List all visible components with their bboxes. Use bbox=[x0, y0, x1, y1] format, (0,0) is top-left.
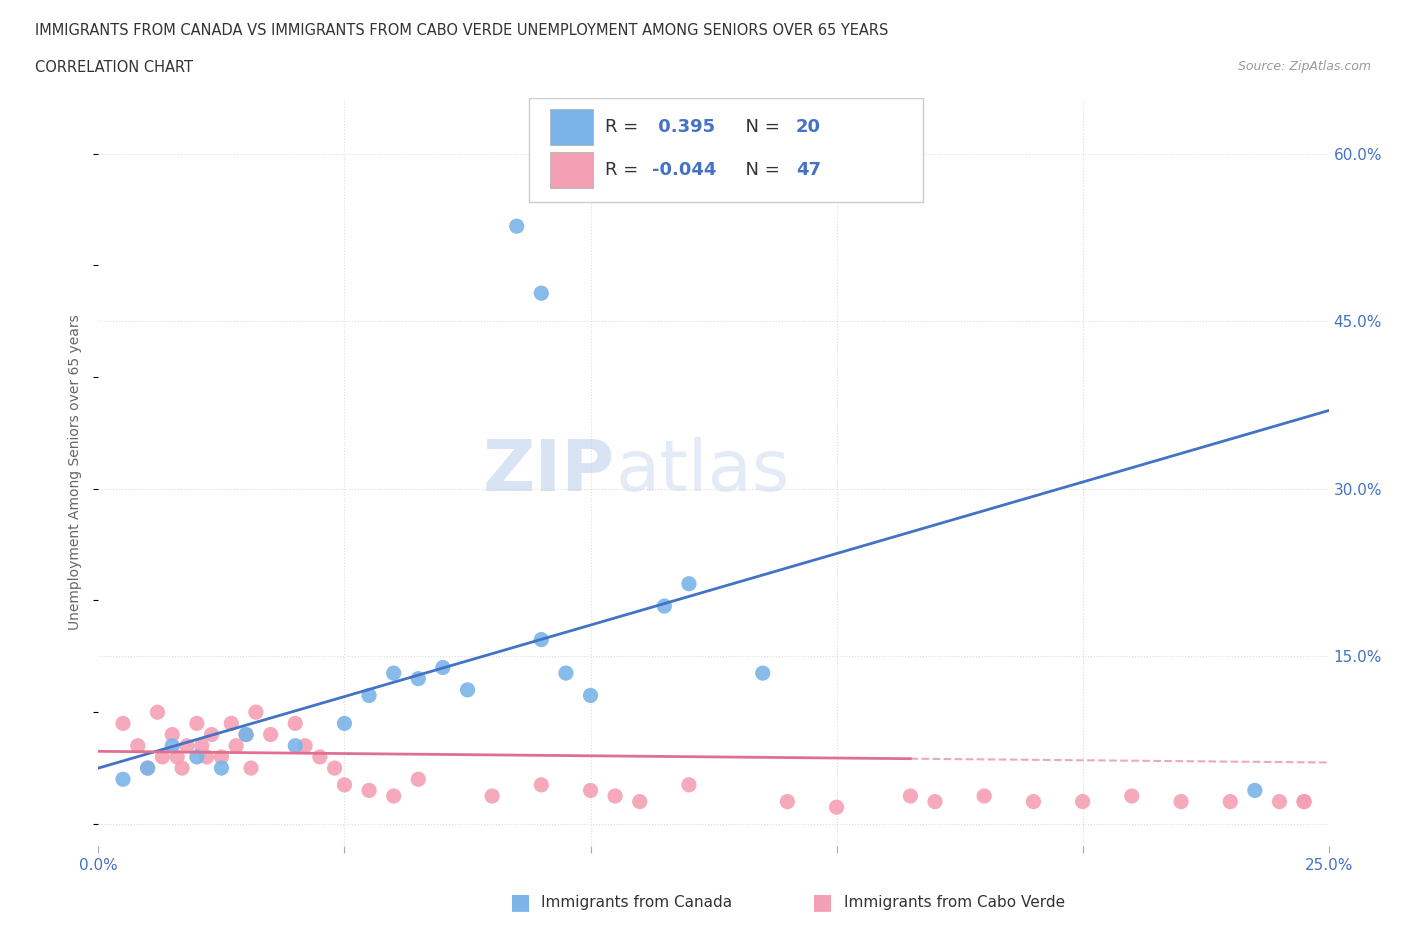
Point bbox=[136, 761, 159, 776]
Point bbox=[382, 666, 405, 681]
Point bbox=[309, 750, 332, 764]
Point bbox=[1219, 794, 1241, 809]
Point bbox=[221, 716, 243, 731]
Point bbox=[924, 794, 946, 809]
Point bbox=[235, 727, 257, 742]
Text: 0.395: 0.395 bbox=[652, 118, 716, 136]
Point bbox=[1294, 794, 1316, 809]
Point bbox=[176, 738, 198, 753]
Point bbox=[359, 783, 381, 798]
Point bbox=[654, 599, 676, 614]
Point bbox=[408, 772, 430, 787]
Text: Immigrants from Cabo Verde: Immigrants from Cabo Verde bbox=[844, 895, 1064, 910]
Point bbox=[112, 716, 135, 731]
Point bbox=[260, 727, 283, 742]
Point bbox=[1244, 783, 1267, 798]
Point bbox=[530, 777, 553, 792]
Point bbox=[628, 794, 651, 809]
Text: R =: R = bbox=[606, 161, 644, 179]
Point bbox=[186, 750, 208, 764]
Point bbox=[579, 783, 602, 798]
Point bbox=[1170, 794, 1192, 809]
Point bbox=[225, 738, 247, 753]
Text: IMMIGRANTS FROM CANADA VS IMMIGRANTS FROM CABO VERDE UNEMPLOYMENT AMONG SENIORS : IMMIGRANTS FROM CANADA VS IMMIGRANTS FRO… bbox=[35, 23, 889, 38]
Text: atlas: atlas bbox=[616, 437, 790, 507]
Point bbox=[359, 688, 381, 703]
Point bbox=[136, 761, 159, 776]
Text: ■: ■ bbox=[510, 892, 530, 912]
FancyBboxPatch shape bbox=[550, 152, 593, 188]
Point bbox=[172, 761, 194, 776]
Point bbox=[195, 750, 218, 764]
Point bbox=[294, 738, 316, 753]
Point bbox=[162, 738, 183, 753]
Point bbox=[112, 772, 135, 787]
Point bbox=[191, 738, 214, 753]
Point bbox=[481, 789, 503, 804]
Text: 20: 20 bbox=[796, 118, 821, 136]
Point bbox=[211, 761, 233, 776]
Text: 47: 47 bbox=[796, 161, 821, 179]
Point bbox=[1268, 794, 1291, 809]
Point bbox=[530, 632, 553, 647]
Point bbox=[146, 705, 169, 720]
Point bbox=[432, 660, 454, 675]
Text: CORRELATION CHART: CORRELATION CHART bbox=[35, 60, 193, 75]
Point bbox=[776, 794, 799, 809]
Point bbox=[408, 671, 430, 686]
Point bbox=[678, 777, 700, 792]
Point bbox=[284, 716, 307, 731]
Text: N =: N = bbox=[734, 118, 786, 136]
Point bbox=[1071, 794, 1094, 809]
Point bbox=[284, 738, 307, 753]
Point bbox=[333, 777, 356, 792]
Point bbox=[825, 800, 848, 815]
Point bbox=[323, 761, 346, 776]
Point bbox=[333, 716, 356, 731]
Text: ZIP: ZIP bbox=[482, 437, 616, 507]
Point bbox=[900, 789, 922, 804]
Point bbox=[530, 286, 553, 300]
Point bbox=[127, 738, 149, 753]
Text: N =: N = bbox=[734, 161, 786, 179]
Point bbox=[678, 577, 700, 591]
Point bbox=[456, 683, 478, 698]
Point bbox=[752, 666, 775, 681]
Point bbox=[555, 666, 578, 681]
Point bbox=[1294, 794, 1316, 809]
Point bbox=[152, 750, 174, 764]
Point bbox=[506, 219, 529, 233]
Point bbox=[973, 789, 995, 804]
Point bbox=[605, 789, 627, 804]
Text: ■: ■ bbox=[813, 892, 832, 912]
Point bbox=[579, 688, 602, 703]
Text: Immigrants from Canada: Immigrants from Canada bbox=[541, 895, 733, 910]
Point bbox=[201, 727, 224, 742]
Point bbox=[186, 716, 208, 731]
Point bbox=[239, 761, 263, 776]
Y-axis label: Unemployment Among Seniors over 65 years: Unemployment Among Seniors over 65 years bbox=[69, 314, 83, 630]
Point bbox=[162, 727, 183, 742]
Point bbox=[382, 789, 405, 804]
Point bbox=[166, 750, 188, 764]
Text: -0.044: -0.044 bbox=[652, 161, 717, 179]
Point bbox=[235, 727, 257, 742]
Point bbox=[1121, 789, 1143, 804]
Point bbox=[245, 705, 267, 720]
FancyBboxPatch shape bbox=[550, 109, 593, 145]
FancyBboxPatch shape bbox=[529, 98, 922, 203]
Point bbox=[1022, 794, 1045, 809]
Text: R =: R = bbox=[606, 118, 644, 136]
Point bbox=[211, 750, 233, 764]
Text: Source: ZipAtlas.com: Source: ZipAtlas.com bbox=[1237, 60, 1371, 73]
